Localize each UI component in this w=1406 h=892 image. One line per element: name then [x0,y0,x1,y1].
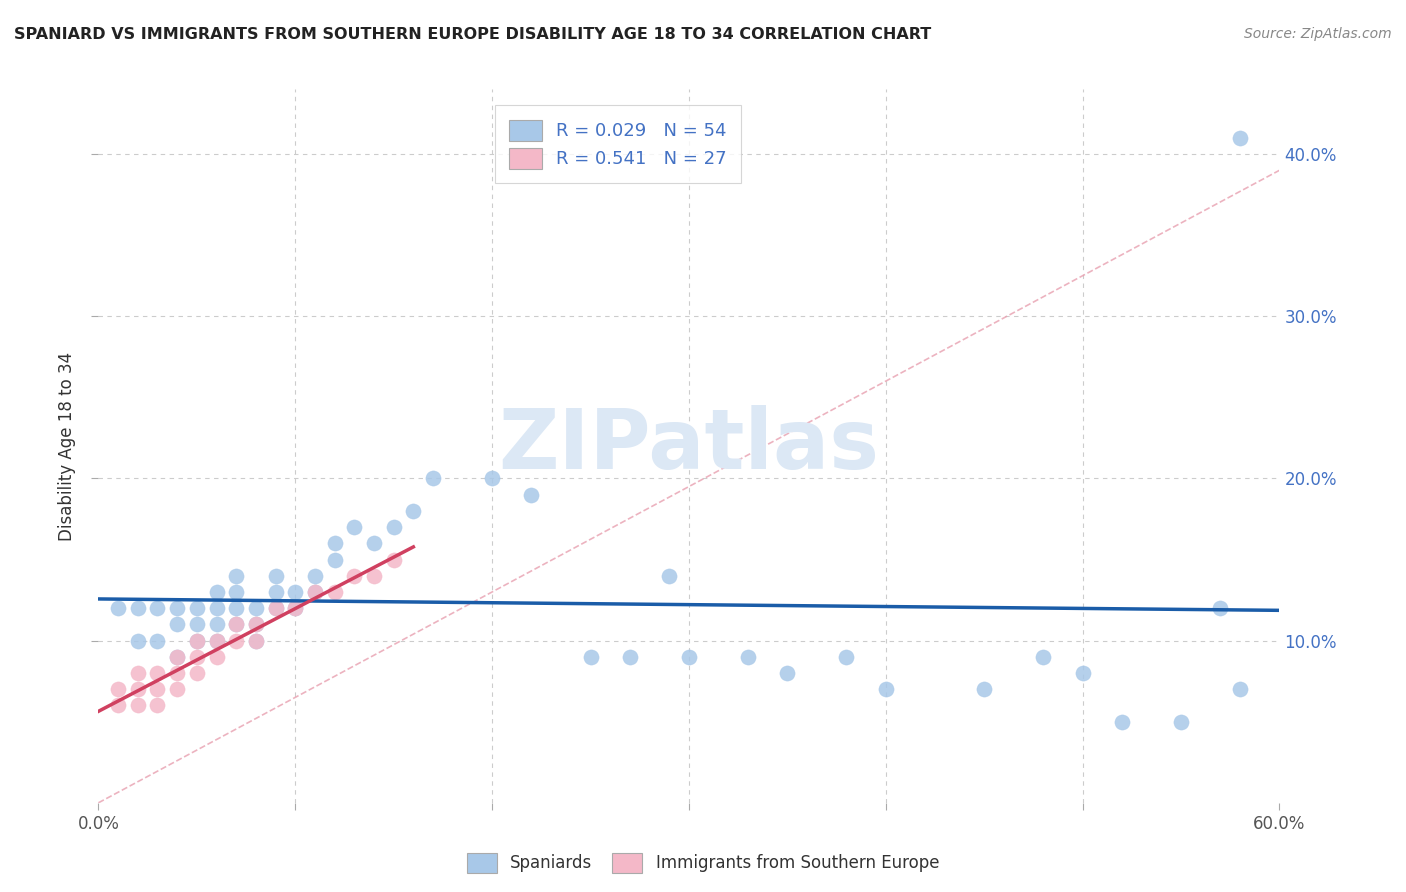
Point [205,585,228,599]
Point [166,649,188,664]
Point [225,568,247,582]
Point [146,601,169,615]
Point [186,649,208,664]
Point [1071,666,1094,681]
Point [323,585,346,599]
Point [323,536,346,550]
Point [1209,601,1232,615]
Point [737,649,759,664]
Point [205,617,228,632]
Point [363,536,385,550]
Point [107,698,129,713]
Point [678,649,700,664]
Point [1170,714,1192,729]
Point [245,601,267,615]
Point [481,471,503,485]
Point [225,617,247,632]
Y-axis label: Disability Age 18 to 34: Disability Age 18 to 34 [58,351,76,541]
Text: Source: ZipAtlas.com: Source: ZipAtlas.com [1244,27,1392,41]
Point [205,633,228,648]
Point [166,682,188,697]
Point [835,649,858,664]
Point [1229,682,1251,697]
Point [382,552,405,566]
Point [245,633,267,648]
Point [146,633,169,648]
Point [304,585,326,599]
Point [186,666,208,681]
Point [146,698,169,713]
Point [264,601,287,615]
Point [363,568,385,582]
Point [186,601,208,615]
Point [284,601,307,615]
Point [166,666,188,681]
Point [127,601,149,615]
Point [127,633,149,648]
Point [776,666,799,681]
Point [186,617,208,632]
Point [107,601,129,615]
Point [186,633,208,648]
Point [166,601,188,615]
Point [225,633,247,648]
Point [304,568,326,582]
Point [186,633,208,648]
Point [284,585,307,599]
Point [323,552,346,566]
Point [205,649,228,664]
Point [107,682,129,697]
Point [422,471,444,485]
Point [166,617,188,632]
Point [1032,649,1054,664]
Point [304,585,326,599]
Point [225,617,247,632]
Point [284,601,307,615]
Text: ZIPatlas: ZIPatlas [499,406,879,486]
Point [127,682,149,697]
Point [205,601,228,615]
Point [658,568,681,582]
Point [146,682,169,697]
Point [1111,714,1133,729]
Point [1229,131,1251,145]
Point [264,585,287,599]
Point [579,649,602,664]
Point [973,682,995,697]
Point [245,617,267,632]
Point [875,682,897,697]
Point [225,601,247,615]
Point [245,633,267,648]
Point [127,666,149,681]
Point [343,568,366,582]
Point [382,520,405,534]
Point [146,666,169,681]
Legend: Spaniards, Immigrants from Southern Europe: Spaniards, Immigrants from Southern Euro… [460,847,946,880]
Point [225,585,247,599]
Point [402,504,425,518]
Legend: R = 0.029   N = 54, R = 0.541   N = 27: R = 0.029 N = 54, R = 0.541 N = 27 [495,105,741,183]
Text: SPANIARD VS IMMIGRANTS FROM SOUTHERN EUROPE DISABILITY AGE 18 TO 34 CORRELATION : SPANIARD VS IMMIGRANTS FROM SOUTHERN EUR… [14,27,931,42]
Point [166,649,188,664]
Point [205,633,228,648]
Point [264,601,287,615]
Point [343,520,366,534]
Point [619,649,641,664]
Point [127,698,149,713]
Point [245,617,267,632]
Point [520,488,543,502]
Point [264,568,287,582]
